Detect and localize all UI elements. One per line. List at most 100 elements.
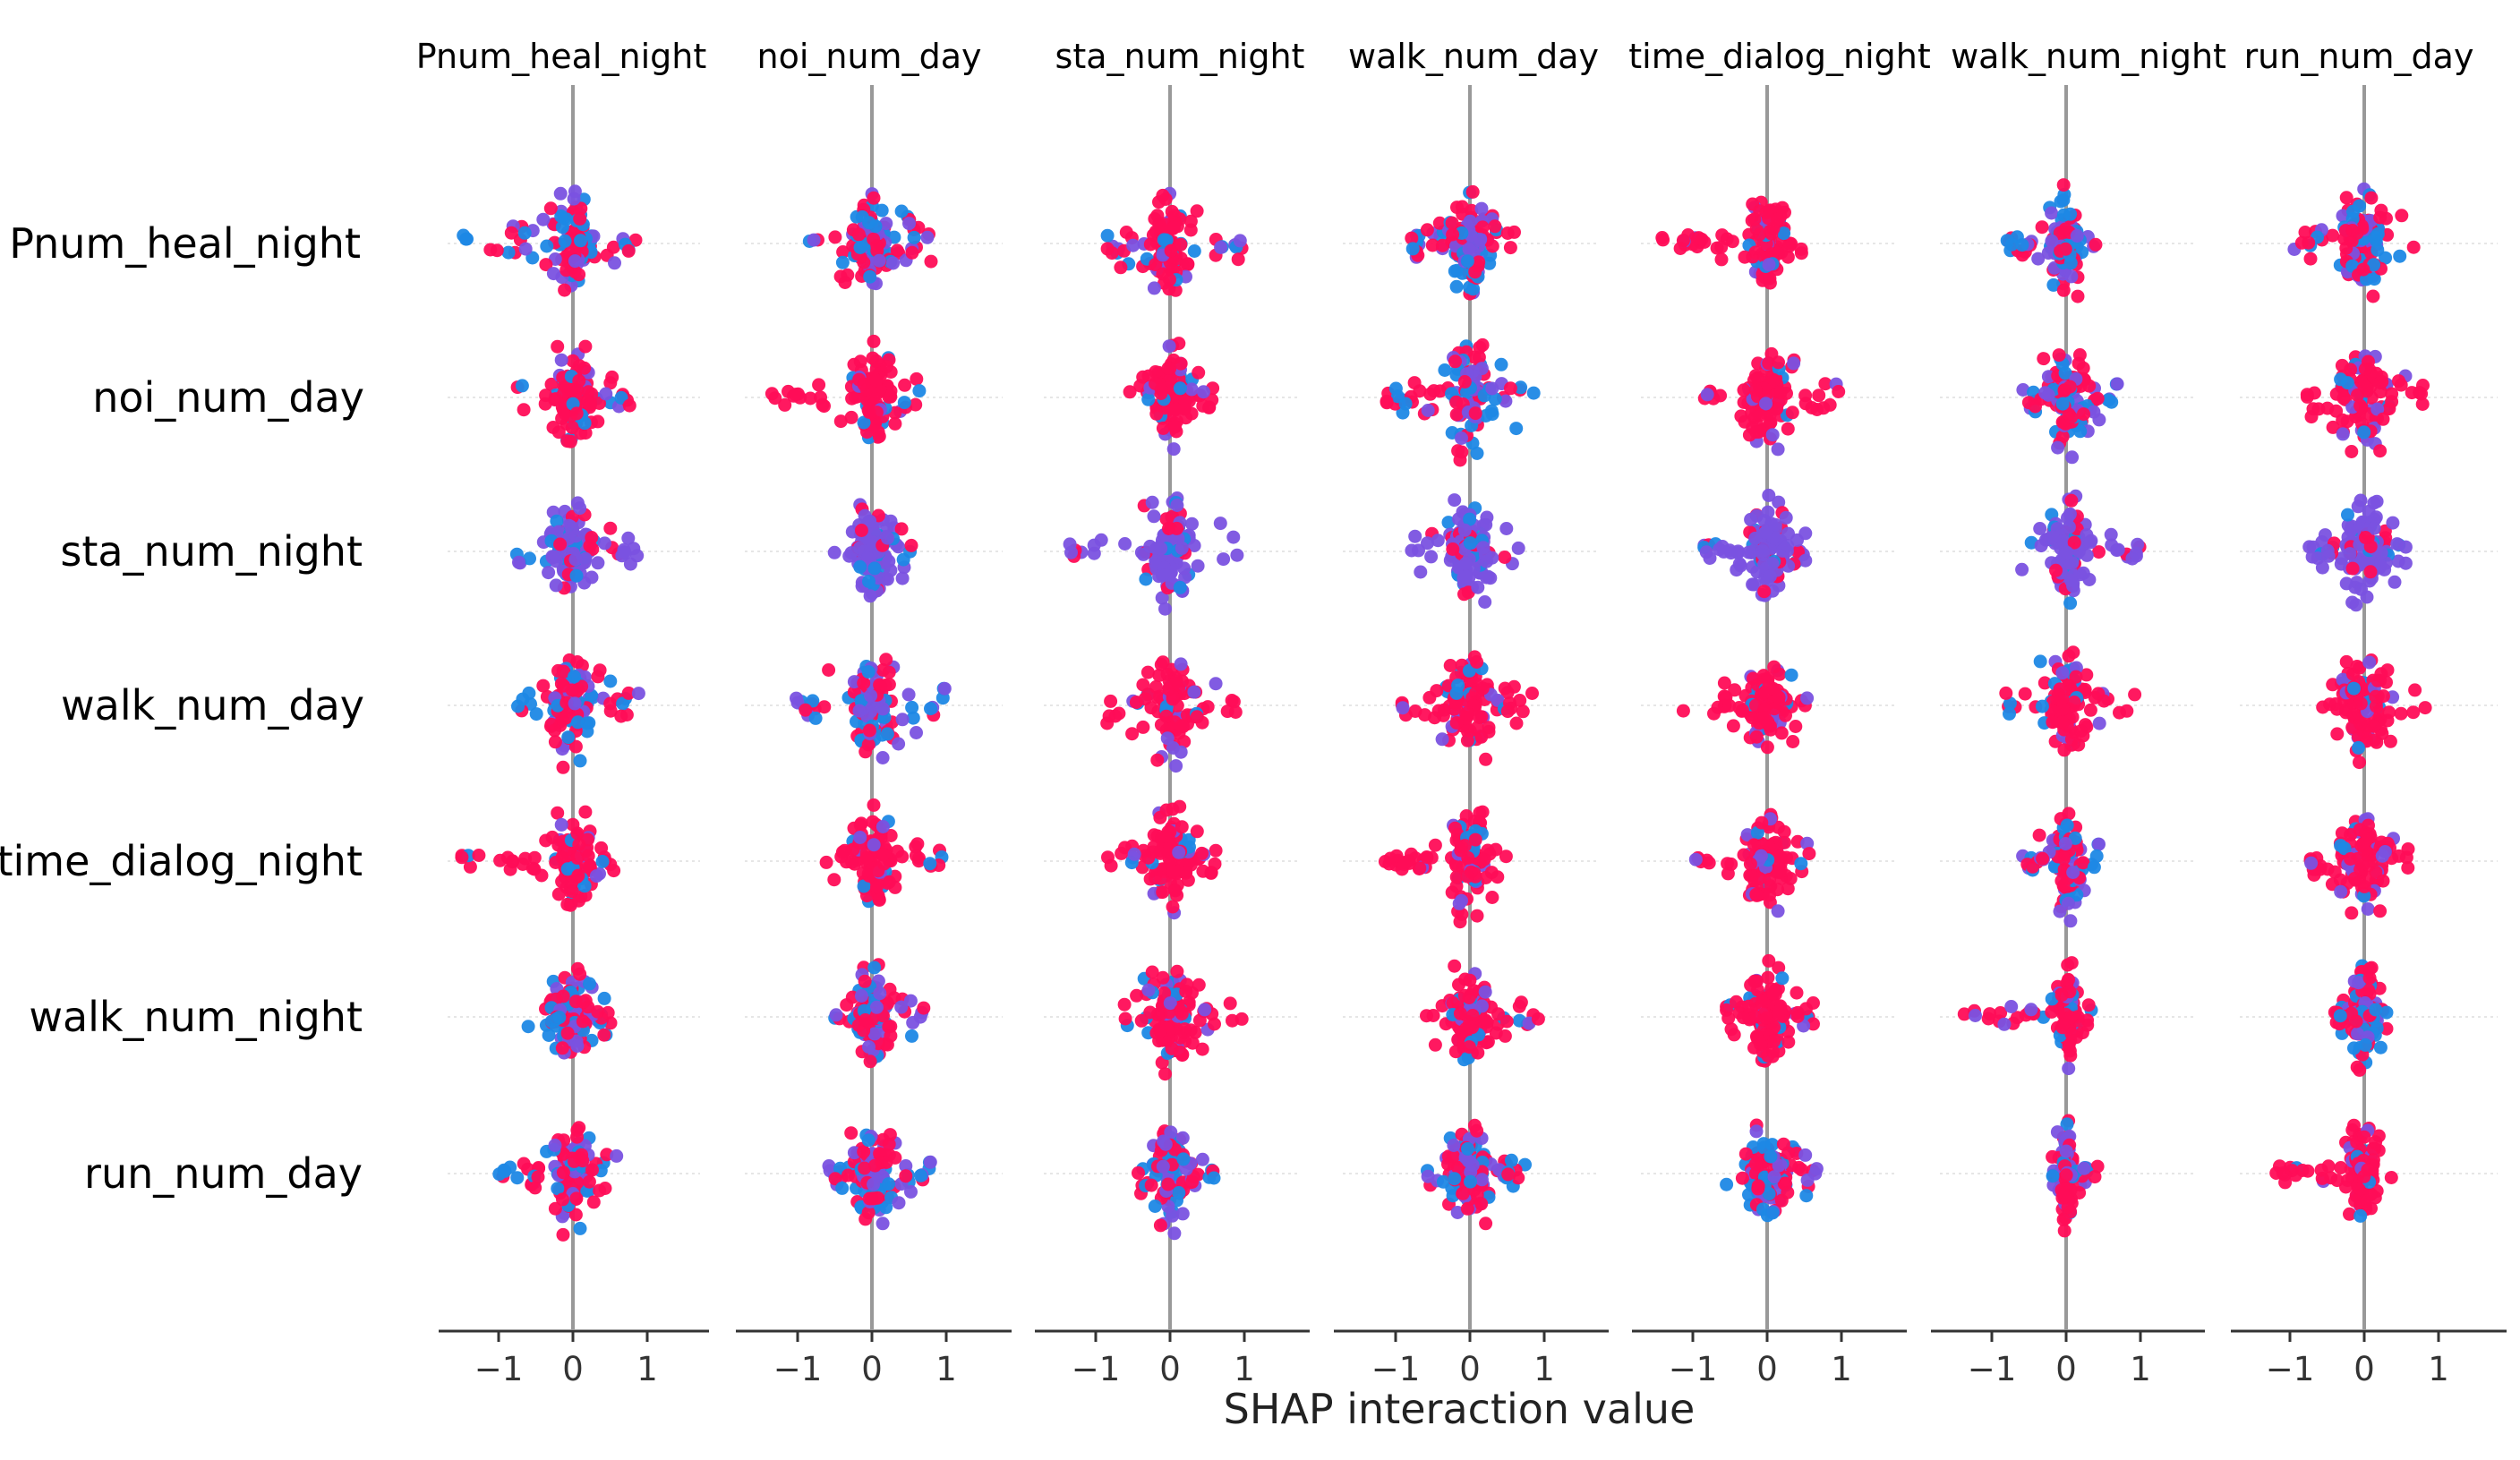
scatter-point <box>1458 557 1473 571</box>
scatter-point <box>576 1154 590 1168</box>
scatter-point <box>2373 376 2388 390</box>
scatter-point <box>1397 858 1412 872</box>
scatter-point <box>2345 906 2359 920</box>
scatter-point <box>906 1015 920 1029</box>
scatter-point <box>907 230 921 244</box>
scatter-point <box>1516 704 1530 719</box>
scatter-point <box>1108 709 1123 723</box>
scatter-point <box>2024 1003 2038 1017</box>
scatter-point <box>582 1174 596 1189</box>
scatter-point <box>2070 229 2084 243</box>
scatter-point <box>1747 373 1761 388</box>
scatter-point <box>2374 203 2388 218</box>
scatter-point <box>2378 845 2392 858</box>
scatter-point <box>2090 391 2105 406</box>
scatter-point <box>546 421 560 434</box>
scatter-point <box>536 212 551 226</box>
scatter-point <box>1782 236 1797 251</box>
scatter-point <box>1692 231 1706 245</box>
scatter-point <box>923 857 937 871</box>
scatter-point <box>1175 1131 1190 1145</box>
scatter-point <box>1183 1023 1198 1037</box>
scatter-point <box>570 826 585 841</box>
scatter-point <box>1766 681 1781 696</box>
scatter-point <box>852 704 867 718</box>
scatter-point <box>1488 219 1502 234</box>
scatter-point <box>2398 556 2413 570</box>
scatter-point <box>621 531 636 545</box>
scatter-point <box>2418 701 2432 715</box>
scatter-point <box>1491 1007 1505 1021</box>
scatter-point <box>1800 691 1815 705</box>
scatter-point <box>1200 700 1215 714</box>
scatter-point <box>2379 1021 2394 1036</box>
scatter-point <box>610 1148 624 1163</box>
scatter-point <box>569 568 584 583</box>
scatter-point <box>2356 836 2371 850</box>
scatter-point <box>861 1206 876 1220</box>
scatter-point <box>1997 1017 2012 1031</box>
scatter-point <box>1760 740 1774 755</box>
scatter-point <box>1777 226 1791 241</box>
scatter-point <box>1476 541 1491 555</box>
scatter-point <box>2092 716 2106 730</box>
scatter-point <box>2045 206 2059 220</box>
scatter-point <box>1767 702 1781 716</box>
scatter-point <box>1764 415 1778 430</box>
scatter-point <box>557 679 570 693</box>
scatter-point <box>568 254 582 269</box>
scatter-point <box>551 806 565 820</box>
scatter-point <box>1781 539 1795 552</box>
scatter-point <box>472 849 486 862</box>
scatter-point <box>1414 565 1428 579</box>
scatter-point <box>1468 406 1482 421</box>
scatter-point <box>890 243 904 258</box>
scatter-point <box>910 371 924 386</box>
scatter-point <box>1747 212 1762 226</box>
scatter-point <box>2330 727 2345 741</box>
scatter-point <box>859 1013 873 1027</box>
scatter-point <box>2367 521 2381 535</box>
scatter-point <box>868 219 883 234</box>
scatter-point <box>568 1208 583 1222</box>
scatter-point <box>1748 383 1763 397</box>
scatter-point <box>867 1191 882 1206</box>
scatter-point <box>1512 999 1526 1013</box>
scatter-point <box>573 501 587 516</box>
scatter-point <box>2351 499 2365 514</box>
scatter-point <box>2063 380 2077 394</box>
scatter-point <box>1421 404 1435 417</box>
scatter-point <box>542 1029 556 1042</box>
scatter-point <box>2053 904 2067 918</box>
scatter-point <box>1761 505 1775 519</box>
scatter-point <box>863 589 877 603</box>
scatter-point <box>1405 242 1420 256</box>
scatter-point <box>2077 407 2090 422</box>
scatter-point <box>861 665 876 679</box>
scatter-point <box>2347 1041 2361 1055</box>
scatter-point <box>878 679 893 692</box>
scatter-point <box>1485 381 1499 396</box>
scatter-point <box>904 538 918 552</box>
scatter-point <box>1147 828 1161 842</box>
scatter-point <box>1509 422 1524 436</box>
scatter-point <box>1158 602 1172 616</box>
scatter-point <box>2064 1027 2079 1041</box>
scatter-point <box>591 556 605 570</box>
scatter-point <box>854 816 868 831</box>
scatter-point <box>870 880 884 894</box>
scatter-point <box>1139 572 1153 586</box>
scatter-point <box>2062 1038 2076 1053</box>
scatter-point <box>1455 431 1468 445</box>
scatter-point <box>1138 692 1152 706</box>
scatter-point <box>2110 377 2124 391</box>
scatter-point <box>598 536 611 551</box>
scatter-point <box>863 1054 877 1069</box>
scatter-point <box>555 1041 569 1055</box>
scatter-point <box>1149 406 1164 421</box>
scatter-point <box>603 704 618 718</box>
scatter-point <box>570 1039 585 1053</box>
scatter-point <box>2087 405 2101 419</box>
scatter-point <box>812 378 826 392</box>
scatter-point <box>586 1195 601 1209</box>
